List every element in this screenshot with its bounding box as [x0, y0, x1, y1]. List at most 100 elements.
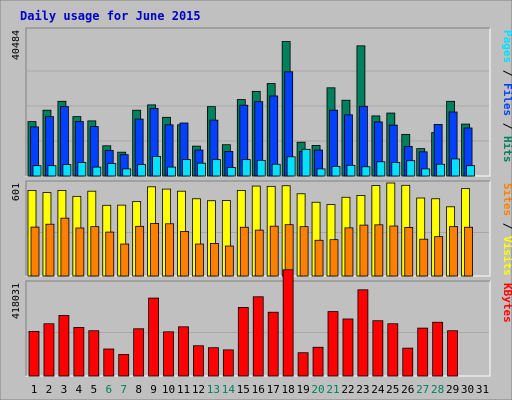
x-tick-label: 31 [476, 383, 489, 396]
bar-pages-day-7 [122, 168, 132, 177]
x-tick-label: 24 [371, 383, 385, 396]
bar-kbytes-day-25 [387, 323, 399, 377]
bar-pages-day-6 [107, 163, 117, 177]
legend-part: Visits [501, 236, 512, 276]
bar-pages-day-11 [182, 159, 191, 177]
bar-sites-day-18 [284, 224, 294, 277]
bar-sites-day-20 [314, 239, 324, 277]
bar-sites-day-21 [329, 239, 339, 277]
bar-kbytes-day-4 [73, 327, 85, 377]
bar-pages-day-12 [197, 162, 206, 177]
x-tick-label: 23 [356, 383, 369, 396]
x-tick-label: 4 [76, 383, 83, 396]
bar-sites-day-26 [404, 226, 414, 277]
legend-part: Hits [501, 136, 512, 163]
y-max-label-kbytes: 418031 [11, 283, 22, 319]
bar-pages-day-21 [331, 165, 341, 177]
bar-sites-day-3 [60, 217, 70, 277]
bar-pages-day-17 [271, 163, 281, 177]
legend-part: Pages [501, 30, 512, 63]
bar-pages-day-5 [92, 166, 102, 177]
right-label-kbytes: KBytes [501, 283, 512, 323]
bar-kbytes-day-10 [163, 331, 174, 377]
bar-pages-day-14 [226, 167, 236, 177]
bar-pages-day-29 [451, 158, 461, 177]
bar-sites-day-4 [75, 227, 85, 277]
x-tick-label: 10 [162, 383, 175, 396]
bar-kbytes-day-9 [148, 297, 160, 377]
chart-panels: 40484 601 418031 [11, 27, 491, 377]
x-tick-label: 1 [31, 383, 38, 396]
x-tick-label: 6 [105, 383, 112, 396]
right-label-visits: Sites / Visits [501, 183, 512, 276]
x-tick-label: 14 [222, 383, 236, 396]
bar-sites-day-8 [135, 225, 145, 277]
bar-pages-day-30 [466, 165, 475, 177]
x-tick-label: 2 [46, 383, 53, 396]
bar-pages-day-1 [32, 165, 42, 177]
plot-border-kbytes [25, 280, 490, 376]
bar-kbytes-day-3 [58, 315, 70, 377]
bar-sites-day-29 [449, 226, 459, 277]
bar-pages-day-2 [47, 165, 57, 177]
y-max-label-visits: 601 [11, 183, 22, 201]
bar-pages-day-16 [256, 159, 266, 177]
bar-pages-day-25 [391, 162, 401, 177]
bar-kbytes-day-19 [297, 352, 309, 377]
legend-part: Sites [501, 183, 512, 216]
bar-sites-day-24 [374, 224, 384, 277]
bar-sites-day-5 [90, 226, 100, 277]
right-legend-labels: Pages / Files / Hits Sites / Visits KBytes [501, 30, 512, 323]
bar-sites-day-27 [419, 238, 429, 277]
bar-sites-day-9 [150, 223, 160, 277]
plot-border-hits [25, 27, 490, 176]
legend-part: / [501, 63, 512, 83]
bar-kbytes-day-13 [207, 347, 219, 377]
bar-pages-day-13 [211, 159, 221, 177]
bar-pages-day-24 [376, 161, 386, 177]
bar-kbytes-day-18 [282, 269, 294, 377]
bar-kbytes-day-6 [103, 348, 115, 377]
bar-files-day-23 [358, 105, 368, 177]
x-tick-label: 11 [177, 383, 190, 396]
bar-sites-day-17 [269, 225, 279, 277]
x-tick-label: 13 [207, 383, 220, 396]
bar-kbytes-day-24 [372, 320, 384, 377]
bar-sites-day-22 [344, 227, 354, 277]
bar-kbytes-day-17 [267, 311, 279, 377]
bar-sites-day-13 [209, 243, 219, 277]
bar-sites-day-25 [389, 225, 399, 277]
bar-kbytes-day-16 [252, 296, 264, 377]
legend-part: / [501, 216, 512, 236]
bar-kbytes-day-26 [402, 347, 414, 377]
bar-kbytes-day-14 [222, 349, 234, 377]
bar-pages-day-8 [137, 164, 147, 177]
bar-sites-day-7 [120, 243, 130, 277]
plot-border-visits [25, 180, 490, 276]
x-tick-label: 21 [326, 383, 339, 396]
x-tick-label: 29 [446, 383, 459, 396]
bar-sites-day-28 [434, 236, 444, 277]
x-tick-label: 18 [282, 383, 295, 396]
bar-sites-day-6 [105, 231, 115, 277]
bar-sites-day-10 [165, 223, 174, 277]
x-tick-label: 9 [150, 383, 157, 396]
bar-sites-day-12 [195, 243, 204, 277]
bar-pages-day-27 [421, 168, 431, 177]
bar-kbytes-day-8 [133, 328, 145, 377]
bar-pages-day-26 [406, 160, 416, 177]
x-tick-label: 19 [296, 383, 309, 396]
x-tick-label: 28 [431, 383, 444, 396]
x-tick-label: 12 [192, 383, 205, 396]
legend-part: KBytes [501, 283, 512, 323]
bar-pages-day-10 [167, 166, 176, 177]
bar-kbytes-day-21 [327, 311, 339, 377]
bar-sites-day-15 [239, 226, 249, 277]
bar-sites-day-19 [299, 226, 309, 277]
bar-kbytes-day-23 [357, 289, 369, 377]
bar-kbytes-day-28 [432, 321, 444, 377]
bar-pages-day-15 [241, 159, 251, 177]
bar-pages-day-20 [316, 168, 326, 177]
bar-kbytes-day-20 [312, 346, 324, 377]
